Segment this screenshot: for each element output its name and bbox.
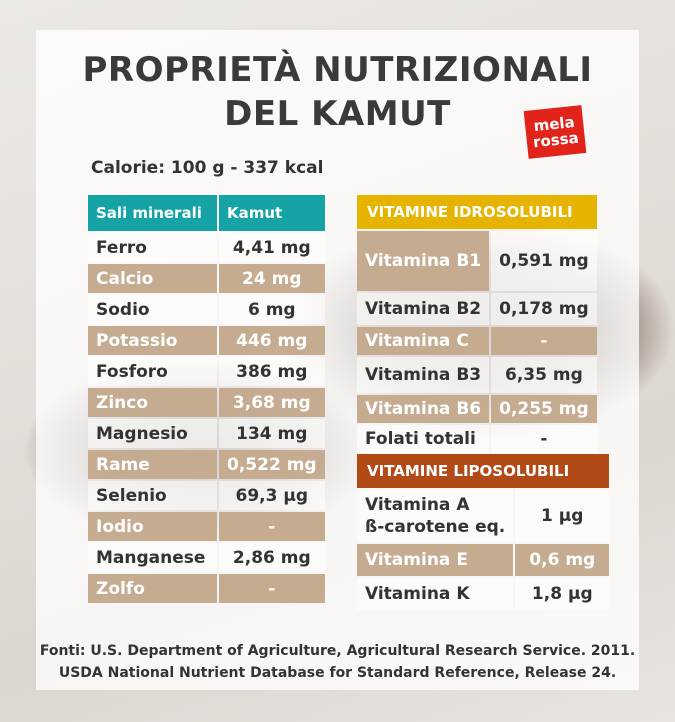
minerals-table: Sali minerali Kamut Ferro 4,41 mg Calcio 2…	[86, 193, 327, 605]
vitamin-value: -	[491, 327, 597, 355]
table-row: Selenio 69,3 µg	[88, 481, 325, 510]
table-row: Iodio -	[88, 512, 325, 541]
melarossa-logo: mela rossa	[523, 105, 587, 159]
mineral-name: Fosforo	[88, 357, 217, 386]
table-row: Fosforo 386 mg	[88, 357, 325, 386]
vitamin-value: 6,35 mg	[491, 357, 597, 393]
table-row: Vitamina C-	[357, 327, 597, 355]
water-soluble-vitamins-table: VITAMINE IDROSOLUBILI Vitamina B1 0,591 m…	[355, 193, 599, 455]
fat-soluble-vitamins-table: VITAMINE LIPOSOLUBILI Vitamina A ß-carot…	[355, 452, 611, 612]
table-row: Rame 0,522 mg	[88, 450, 325, 479]
vitamin-name-line-1: Vitamina A	[365, 495, 470, 515]
vitamin-name: Folati totali	[357, 425, 490, 453]
mineral-name: Iodio	[88, 512, 217, 541]
vitamin-name: Vitamina K	[357, 578, 514, 610]
mineral-value: 24 mg	[219, 264, 325, 293]
title-line-1: PROPRIETÀ NUTRIZIONALI	[82, 50, 593, 90]
vitamin-name: Vitamina C	[357, 327, 490, 355]
vitamin-value: 0,255 mg	[491, 395, 597, 423]
vitamin-name-line-2: ß-carotene eq.	[365, 517, 506, 537]
vitamin-name: Vitamina A ß-carotene eq.	[357, 490, 514, 542]
sources-note: Fonti: U.S. Department of Agriculture, A…	[36, 640, 639, 684]
table-row: Vitamina E 0,6 mg	[357, 544, 610, 576]
mineral-name: Zinco	[88, 388, 217, 417]
table-row: Vitamina B2 0,178 mg	[357, 293, 597, 325]
table-row: Manganese 2,86 mg	[88, 543, 325, 572]
mineral-value: 4,41 mg	[219, 233, 325, 262]
mineral-value: 446 mg	[219, 326, 325, 355]
vitamin-value: 0,6 mg	[515, 544, 610, 576]
vitamin-name: Vitamina B2	[357, 293, 490, 325]
table-row: Calcio 24 mg	[88, 264, 325, 293]
table-row: Folati totali -	[357, 425, 597, 453]
minerals-header-value: Kamut	[219, 195, 325, 231]
water-soluble-header-row: VITAMINE IDROSOLUBILI	[357, 195, 597, 229]
sources-line-2: USDA National Nutrient Database for Stan…	[58, 665, 617, 681]
fat-soluble-header: VITAMINE LIPOSOLUBILI	[357, 454, 610, 488]
vitamin-name: Vitamina B1	[357, 231, 490, 291]
mineral-value: 3,68 mg	[219, 388, 325, 417]
table-row: Vitamina B6 0,255 mg	[357, 395, 597, 423]
vitamin-value: 0,178 mg	[491, 293, 597, 325]
page-title: PROPRIETÀ NUTRIZIONALI DEL KAMUT	[36, 48, 639, 136]
mineral-name: Potassio	[88, 326, 217, 355]
calories-label: Calorie: 100 g - 337 kcal	[91, 158, 324, 178]
fat-soluble-header-row: VITAMINE LIPOSOLUBILI	[357, 454, 610, 488]
vitamin-name: Vitamina E	[357, 544, 514, 576]
table-row: Magnesio 134 mg	[88, 419, 325, 448]
vitamin-value: 1 µg	[515, 490, 610, 542]
table-row: Vitamina K 1,8 µg	[357, 578, 610, 610]
logo-line-2: rossa	[532, 128, 580, 152]
mineral-value: 69,3 µg	[219, 481, 325, 510]
table-row: Vitamina B1 0,591 mg	[357, 231, 597, 291]
mineral-value: -	[219, 512, 325, 541]
table-row: Sodio 6 mg	[88, 295, 325, 324]
sources-line-1: Fonti: U.S. Department of Agriculture, A…	[39, 643, 636, 659]
table-row: Zinco 3,68 mg	[88, 388, 325, 417]
table-row: Vitamina B3 6,35 mg	[357, 357, 597, 393]
vitamin-value: -	[491, 425, 597, 453]
minerals-header-name: Sali minerali	[88, 195, 217, 231]
mineral-name: Zolfo	[88, 574, 217, 603]
mineral-name: Rame	[88, 450, 217, 479]
vitamin-name: Vitamina B6	[357, 395, 490, 423]
vitamin-value: 1,8 µg	[515, 578, 610, 610]
minerals-header-row: Sali minerali Kamut	[88, 195, 325, 231]
table-row: Zolfo -	[88, 574, 325, 603]
mineral-name: Calcio	[88, 264, 217, 293]
mineral-name: Sodio	[88, 295, 217, 324]
title-line-2: DEL KAMUT	[224, 94, 451, 134]
mineral-value: 6 mg	[219, 295, 325, 324]
mineral-name: Ferro	[88, 233, 217, 262]
mineral-value: -	[219, 574, 325, 603]
mineral-name: Magnesio	[88, 419, 217, 448]
mineral-value: 386 mg	[219, 357, 325, 386]
mineral-value: 2,86 mg	[219, 543, 325, 572]
mineral-name: Selenio	[88, 481, 217, 510]
mineral-value: 134 mg	[219, 419, 325, 448]
water-soluble-header: VITAMINE IDROSOLUBILI	[357, 195, 597, 229]
table-row: Potassio 446 mg	[88, 326, 325, 355]
table-row: Vitamina A ß-carotene eq. 1 µg	[357, 490, 610, 542]
vitamin-value: 0,591 mg	[491, 231, 597, 291]
vitamin-name: Vitamina B3	[357, 357, 490, 393]
mineral-name: Manganese	[88, 543, 217, 572]
mineral-value: 0,522 mg	[219, 450, 325, 479]
table-row: Ferro 4,41 mg	[88, 233, 325, 262]
